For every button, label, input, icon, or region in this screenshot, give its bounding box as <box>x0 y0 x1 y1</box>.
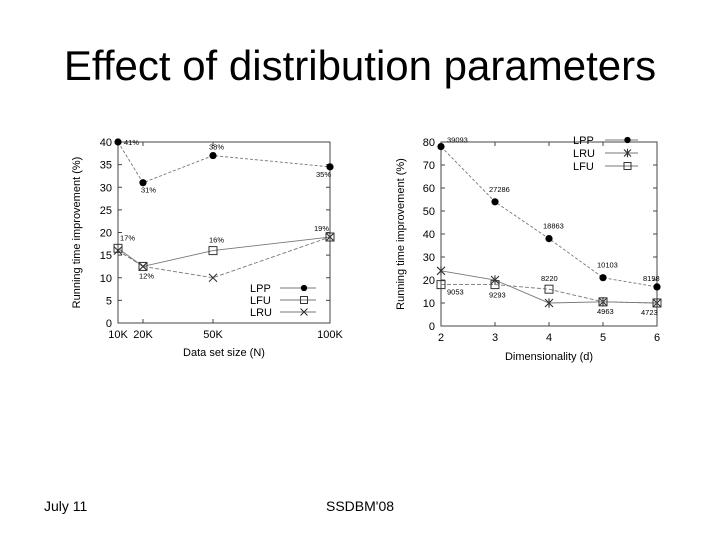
chart-2-series-lfu-point <box>544 284 554 294</box>
chart-1-frame <box>117 141 331 324</box>
chart-1-series-lpp-point <box>326 163 334 171</box>
chart-2-series-lfu-point <box>652 298 662 308</box>
chart-1-legend-marker <box>300 284 308 292</box>
chart-1-xtick-label: 100K <box>317 329 343 341</box>
chart-1-legend-label: LPP <box>250 283 271 295</box>
chart-2-data-label: 9053 <box>447 288 464 297</box>
chart-2-ytick-label: 80 <box>423 137 435 149</box>
chart-2-legend-label: LFU <box>573 161 594 173</box>
chart-1-legend-label: LRU <box>250 307 272 319</box>
chart-1-y-axis-label: Running time improvement (%) <box>71 157 83 309</box>
chart-1-data-label: 35% <box>316 170 331 179</box>
chart-1-ytick-label: 40 <box>100 137 112 149</box>
chart-1-x-axis-label: Data set size (N) <box>183 347 265 359</box>
chart-2-x-axis-label: Dimensionality (d) <box>505 351 593 363</box>
chart-2-data-label: 8220 <box>541 274 558 283</box>
chart-1-data-label: 19% <box>314 224 329 233</box>
chart-1-data-label: 38% <box>209 143 224 152</box>
chart-1-series-lpp-point <box>114 138 122 146</box>
chart-1-legend-marker <box>300 308 308 316</box>
chart-2-y-axis-label: Running time improvement (%) <box>395 158 407 310</box>
chart-1-xtick-label: 50K <box>203 329 223 341</box>
chart-1-ytick-label: 0 <box>106 318 112 330</box>
chart-2-ytick-label: 0 <box>429 321 435 333</box>
chart-1-ytick-label: 5 <box>106 295 112 307</box>
chart-1-ytick-label: 25 <box>100 205 112 217</box>
chart-1-series-lru-point <box>113 246 123 255</box>
chart-2-ytick-label: 50 <box>423 206 435 218</box>
chart-2-data-label: 4963 <box>597 307 614 316</box>
chart-1-series-lpp-point <box>209 151 217 160</box>
chart-1-series-lfu-point <box>113 243 123 253</box>
chart-2-series-lpp-point <box>653 283 661 291</box>
chart-2-series-lru-point <box>490 275 500 285</box>
chart-1-data-label: 16% <box>209 236 224 245</box>
chart-2-series-lpp-point <box>545 235 553 243</box>
chart-2-data-label: 39093 <box>447 136 468 145</box>
chart-2-data-label: 27286 <box>489 185 510 194</box>
footer-date: July 11 <box>44 498 88 514</box>
chart-2-ytick-label: 10 <box>423 298 435 310</box>
chart-2-ytick-label: 30 <box>423 252 435 264</box>
chart-1-legend-marker <box>300 296 308 304</box>
chart-1-series-lfu-line <box>117 236 331 267</box>
chart-2-series-lfu-point <box>436 280 446 290</box>
chart-2-xtick-label: 6 <box>654 332 660 344</box>
footer-conference: SSDBM'08 <box>325 498 395 514</box>
chart-1-ytick-label: 15 <box>100 250 112 262</box>
chart-1-data-label: 12% <box>139 271 154 280</box>
chart-1-data-label: 41% <box>124 138 139 147</box>
chart-2-xtick-label: 4 <box>546 332 552 344</box>
chart-1-series-lru-point <box>325 232 335 242</box>
chart-2-xtick-label: 5 <box>600 332 606 344</box>
chart-2-xtick-label: 2 <box>438 332 444 344</box>
chart-2-legend-label: LPP <box>573 135 594 147</box>
chart-2-data-label: 8198 <box>643 274 660 283</box>
chart-2-data-label: 10103 <box>597 261 618 270</box>
chart-1-ytick-label: 20 <box>100 228 112 240</box>
chart-2-ytick-label: 60 <box>423 183 435 195</box>
chart-2-series-lpp-point <box>599 274 607 282</box>
chart-1-series-lfu-point <box>325 232 335 242</box>
chart-1-ytick-label: 35 <box>100 160 112 172</box>
chart-2-series-lfu-line <box>441 284 658 304</box>
chart-2-data-label: 18863 <box>543 222 564 231</box>
chart-2-series-lru-point <box>436 266 446 276</box>
chart-2-xtick-label: 3 <box>492 332 498 344</box>
chart-2-series-lpp-point <box>437 143 445 151</box>
chart-2-series-lpp-point <box>491 198 499 206</box>
chart-1-legend-label: LFU <box>250 295 271 307</box>
chart-2-series-lru-point <box>544 298 554 308</box>
chart-2-series-lpp-line <box>440 146 658 288</box>
chart-2-legend-label: LRU <box>573 148 595 160</box>
chart-2-data-label: 4723 <box>641 308 658 317</box>
chart-1-data-label: 17% <box>120 233 135 242</box>
chart-1-series-lfu-point <box>138 261 148 271</box>
chart-2-ytick-label: 70 <box>423 160 435 172</box>
chart-2-legend-marker <box>623 148 632 158</box>
chart-1-xtick-label: 10K <box>108 329 128 341</box>
chart-1-series-lpp-point <box>139 179 147 187</box>
chart-2-ytick-label: 20 <box>423 275 435 287</box>
chart-1-xtick-label: 20K <box>133 329 153 341</box>
chart-1-series-lru-line <box>117 236 331 279</box>
chart-1-series-lpp-line <box>117 141 331 184</box>
chart-2-series-lfu-point <box>598 297 608 307</box>
chart-2-legend-marker <box>624 136 631 144</box>
chart-2-data-label: 9293 <box>489 291 506 300</box>
chart-1-series-lfu-point <box>208 246 218 256</box>
chart-1-data-label: 31% <box>141 186 156 195</box>
chart-2-ytick-label: 40 <box>423 229 435 241</box>
chart-1-ytick-label: 10 <box>100 273 112 285</box>
chart-1-series-lru-point <box>138 262 148 271</box>
chart-2-legend-marker <box>623 162 632 170</box>
chart-1-ytick-label: 30 <box>100 182 112 194</box>
chart-2-series-lfu-point <box>490 280 500 290</box>
slide-title: Effect of distribution parameters <box>63 42 657 89</box>
chart-1-series-lru-point <box>208 273 218 283</box>
